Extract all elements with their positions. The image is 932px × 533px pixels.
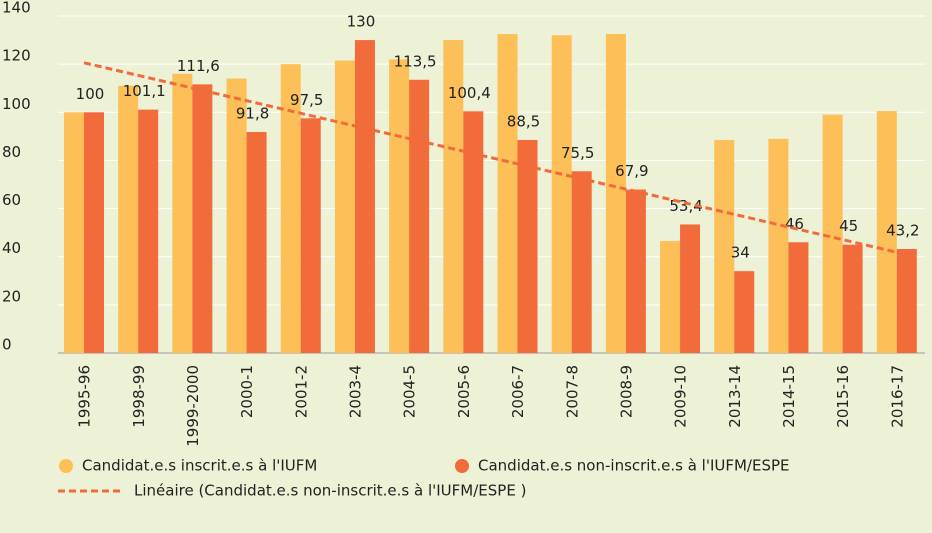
- trend-line: [83, 61, 898, 254]
- bar: [876, 111, 897, 353]
- bar: [822, 114, 843, 353]
- legend-label: Candidat.e.s non-inscrit.e.s à l'IUFM/ES…: [478, 457, 790, 475]
- y-tick-label: 20: [2, 287, 21, 305]
- legend-marker: [59, 459, 73, 473]
- y-tick-label: 100: [2, 95, 31, 113]
- x-tick-label: 1998-99: [130, 365, 148, 428]
- x-tick-label: 2007-8: [563, 365, 581, 418]
- bar: [300, 118, 321, 353]
- bar: [226, 78, 247, 353]
- data-label: 100,4: [448, 84, 491, 102]
- x-tick-label: 1995-96: [76, 365, 94, 428]
- data-label: 67,9: [615, 162, 648, 180]
- bar: [192, 84, 213, 353]
- bar: [84, 112, 104, 354]
- data-label: 100: [76, 85, 105, 103]
- data-label: 101,1: [123, 82, 166, 100]
- x-tick-label: 2004-5: [401, 365, 419, 418]
- data-label: 91,8: [236, 105, 269, 123]
- data-label: 43,2: [886, 222, 919, 240]
- data-label: 130: [347, 13, 376, 31]
- x-tick-label: 2001-2: [292, 365, 310, 418]
- data-label: 111,6: [177, 57, 220, 75]
- y-tick-label: 40: [2, 239, 21, 257]
- legend-label: Candidat.e.s inscrit.e.s à l'IUFM: [82, 457, 317, 475]
- bar: [842, 244, 863, 353]
- data-label: 113,5: [394, 52, 437, 70]
- data-label: 88,5: [507, 112, 540, 130]
- bar: [443, 40, 464, 353]
- bar: [734, 271, 755, 353]
- bar: [517, 139, 538, 353]
- legend-marker: [455, 459, 469, 473]
- bar: [551, 35, 572, 353]
- x-tick-label: 2016-17: [888, 365, 906, 428]
- x-tick-label: 2013-14: [726, 365, 744, 428]
- bar: [625, 189, 646, 353]
- y-tick-label: 120: [2, 47, 31, 65]
- x-tick-label: 2015-16: [834, 365, 852, 428]
- data-label: 97,5: [290, 91, 323, 109]
- bar: [280, 64, 301, 354]
- x-tick-label: 2008-9: [617, 365, 635, 418]
- data-label: 34: [731, 244, 750, 262]
- x-tick-label: 2003-4: [347, 365, 365, 418]
- data-label: 45: [839, 217, 858, 235]
- bar: [463, 111, 484, 353]
- bar: [64, 112, 84, 354]
- x-tick-label: 2005-6: [455, 365, 473, 418]
- bar: [660, 241, 681, 353]
- bar: [714, 139, 735, 353]
- bar: [409, 79, 430, 354]
- bar: [389, 59, 410, 353]
- bar: [571, 171, 592, 353]
- bar: [788, 242, 809, 353]
- data-label: 46: [785, 215, 804, 233]
- bar: [354, 40, 375, 353]
- x-tick-label: 2014-15: [780, 365, 798, 428]
- bar: [246, 132, 267, 353]
- x-tick-label: 2006-7: [509, 365, 527, 418]
- x-tick-label: 2009-10: [672, 365, 690, 428]
- legend-label: Linéaire (Candidat.e.s non-inscrit.e.s à…: [134, 482, 526, 500]
- bar: [334, 60, 355, 354]
- bar: [896, 249, 917, 353]
- bar: [138, 109, 159, 354]
- bar: [605, 34, 626, 354]
- y-tick-label: 60: [2, 191, 21, 209]
- y-tick-label: 80: [2, 143, 21, 161]
- y-tick-label: 140: [2, 0, 31, 17]
- x-tick-label: 1999-2000: [184, 365, 202, 447]
- bar: [768, 138, 789, 353]
- bar: [497, 34, 518, 354]
- data-label: 75,5: [561, 144, 594, 162]
- bar: [118, 85, 139, 354]
- x-tick-label: 2000-1: [238, 365, 256, 418]
- bar: [680, 224, 701, 353]
- bar: [172, 73, 193, 354]
- y-tick-label: 0: [2, 336, 12, 354]
